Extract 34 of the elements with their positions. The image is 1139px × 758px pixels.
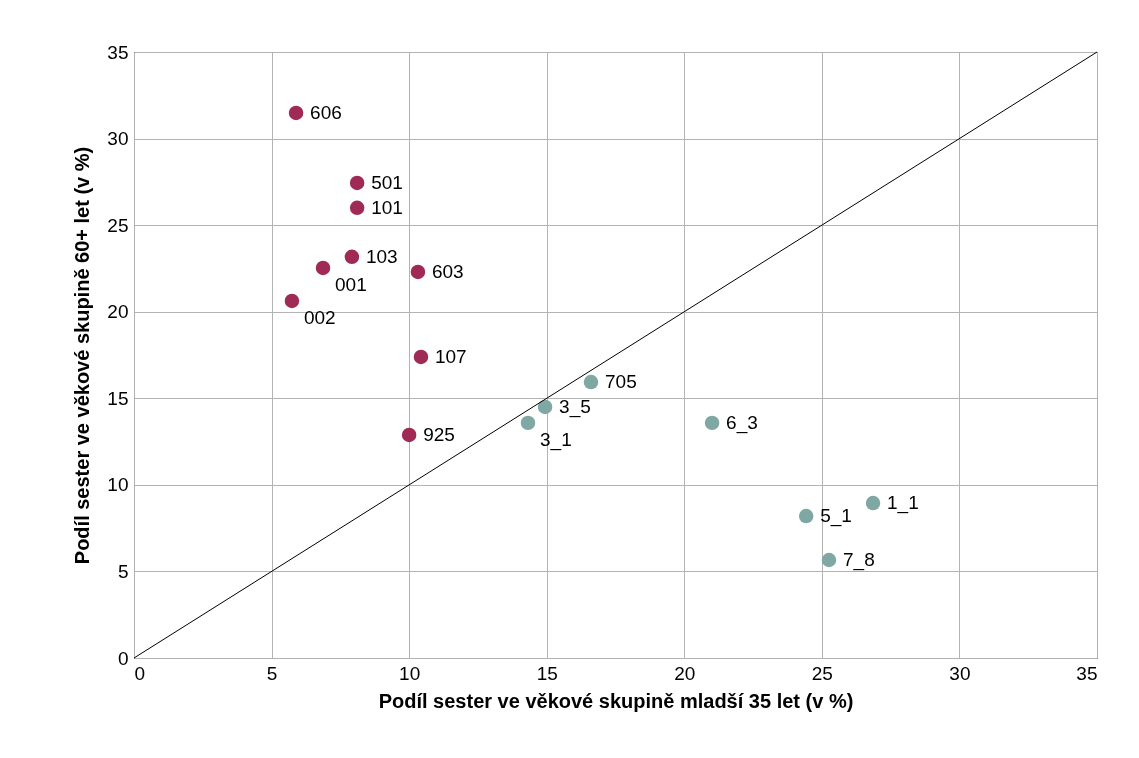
x-axis-title: Podíl sester ve věkové skupině mladší 35 let (v %) — [378, 689, 854, 712]
x-tick-label: 30 — [949, 662, 971, 684]
y-tick-label: 20 — [107, 301, 129, 323]
annotation: 603 — [431, 260, 464, 282]
y-tick-label: 35 — [107, 41, 129, 63]
annotation: 501 — [371, 171, 403, 193]
x-tick-label: 35 — [1076, 662, 1098, 684]
annotation: 001 — [335, 273, 367, 295]
annotation: 705 — [605, 371, 637, 393]
annotation: 103 — [365, 245, 398, 267]
annotation: 7_8 — [843, 549, 875, 571]
x-tick-label: 20 — [674, 662, 696, 684]
annotation: 3_5 — [559, 395, 591, 418]
y-tick-label: 15 — [107, 387, 129, 409]
annotation: 3_1 — [540, 428, 572, 451]
y-tick-label: 5 — [117, 560, 129, 582]
annotation: 6_3 — [726, 411, 758, 434]
x-tick-label: 25 — [811, 662, 833, 684]
y-tick-label: 10 — [107, 474, 129, 496]
annotation: 925 — [423, 423, 455, 445]
annotation: 107 — [434, 345, 467, 367]
x-tick-label: 5 — [266, 662, 278, 684]
x-tick-label: 0 — [134, 662, 146, 684]
y-tick-label: 25 — [107, 214, 129, 236]
x-tick-label: 10 — [399, 662, 421, 684]
annotation: 606 — [310, 101, 342, 123]
y-tick-label: 0 — [117, 647, 129, 669]
annotation: 101 — [371, 196, 403, 218]
y-tick-label: 30 — [107, 128, 129, 150]
annotation: 5_1 — [820, 505, 852, 528]
y-axis-title: Podíl sester ve věkové skupině 60+ let (v %) — [71, 146, 94, 565]
x-tick-label: 15 — [536, 662, 558, 684]
annotation: 1_1 — [887, 492, 919, 515]
annotation: 002 — [303, 306, 336, 328]
